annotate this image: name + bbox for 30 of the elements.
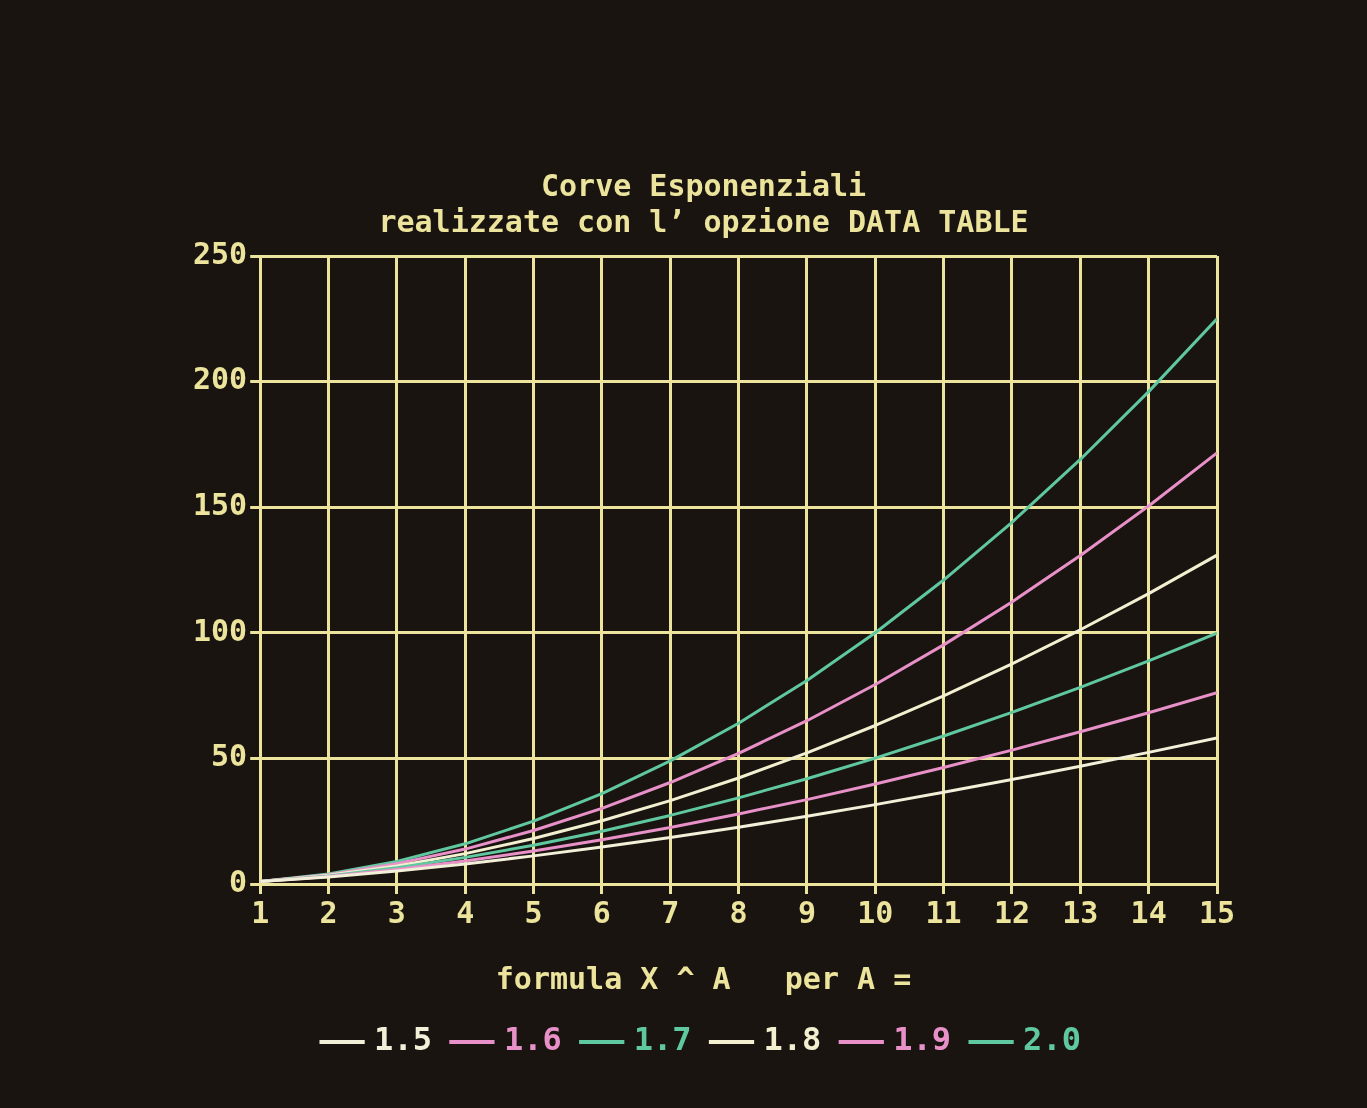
x-tick-label: 7 xyxy=(661,894,680,930)
y-tick-label: 200 xyxy=(193,361,248,397)
x-tick-label: 5 xyxy=(524,894,543,930)
y-tick-label: 150 xyxy=(193,487,248,522)
chart-title: Corve Esponenziali xyxy=(540,167,867,203)
x-tick-label: 2 xyxy=(319,894,338,930)
x-tick-label: 8 xyxy=(729,894,748,930)
x-tick-label: 12 xyxy=(993,894,1031,930)
x-tick-label: 14 xyxy=(1130,894,1167,930)
legend-title: formula X ^ A per A = xyxy=(495,960,912,996)
legend-label: 2.0 xyxy=(1023,1020,1081,1059)
legend-label: 1.9 xyxy=(893,1020,952,1059)
legend-label: 1.6 xyxy=(503,1020,562,1059)
y-tick-label: 0 xyxy=(229,863,248,899)
chart-subtitle: realizzate con l’ opzione DATA TABLE xyxy=(378,203,1029,239)
x-tick-label: 10 xyxy=(857,894,894,930)
x-tick-label: 13 xyxy=(1062,894,1099,930)
legend-label: 1.8 xyxy=(763,1020,822,1059)
y-tick-label: 100 xyxy=(193,612,248,648)
y-tick-label: 250 xyxy=(193,235,248,271)
y-tick-label: 50 xyxy=(211,738,248,774)
legend-label: 1.7 xyxy=(633,1020,692,1059)
x-tick-label: 15 xyxy=(1198,894,1236,930)
x-tick-label: 9 xyxy=(797,894,816,930)
x-tick-label: 6 xyxy=(592,894,611,930)
x-tick-label: 3 xyxy=(387,894,406,930)
x-tick-label: 4 xyxy=(456,894,475,930)
x-tick-label: 11 xyxy=(925,894,962,930)
legend-label: 1.5 xyxy=(374,1020,432,1059)
x-tick-label: 1 xyxy=(251,894,270,930)
